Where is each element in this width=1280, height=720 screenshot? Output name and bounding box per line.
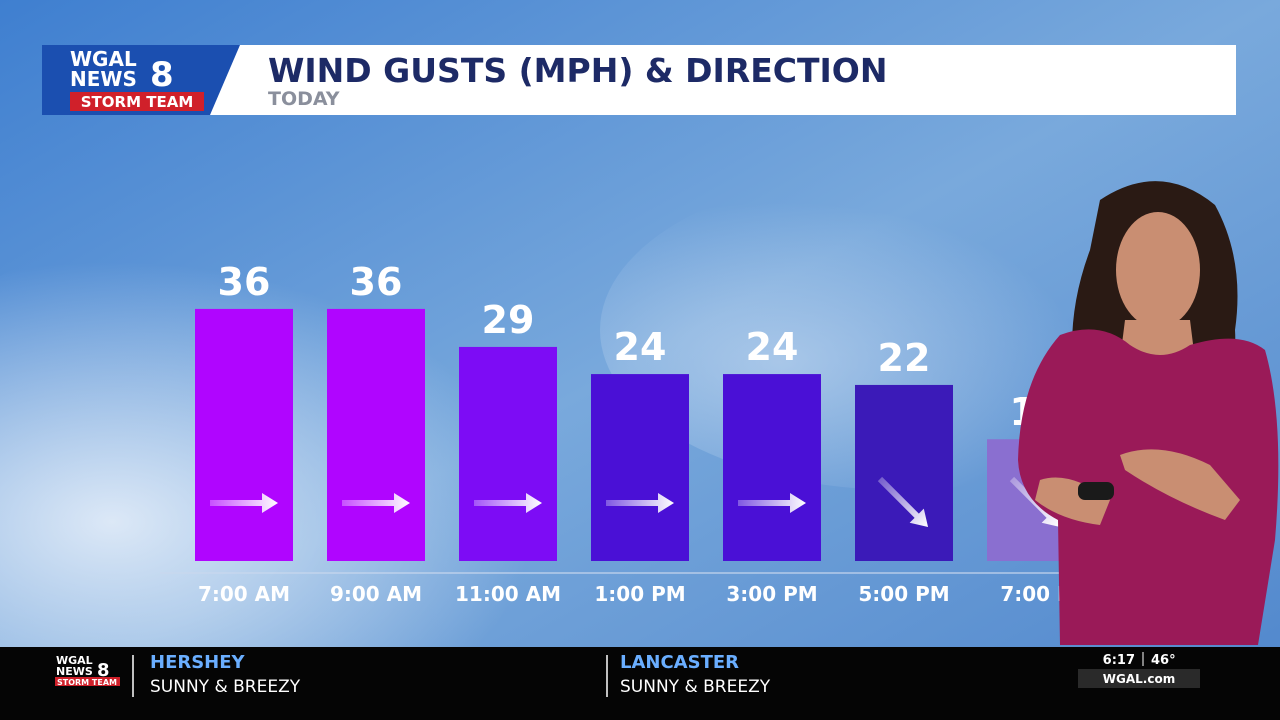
logo-text: WGAL — [70, 47, 137, 71]
logo-number: 8 — [150, 55, 174, 95]
value-label: 24 — [614, 325, 667, 369]
logo-text: NEWS — [56, 665, 93, 678]
chart: 36 7:00 AM 36 9:00 AM 29 11:00 AM 24 1:00 PM 24 3… — [160, 260, 1085, 606]
bar — [195, 308, 293, 561]
direction-arrow — [210, 493, 278, 513]
bar-group: 24 1:00 PM — [591, 325, 689, 606]
x-tick-label: 3:00 PM — [726, 582, 817, 606]
logo: WGAL NEWS 8 STORM TEAM — [70, 47, 204, 111]
arrow-shape — [210, 493, 278, 513]
bar-group: 36 7:00 AM — [195, 260, 293, 606]
x-tick-label: 11:00 AM — [455, 582, 561, 606]
direction-arrow — [342, 493, 410, 513]
title-panel — [210, 45, 1236, 115]
bar — [327, 308, 425, 561]
bar-group: 24 3:00 PM — [723, 325, 821, 606]
website: WGAL.com — [1103, 672, 1175, 686]
value-label: 36 — [218, 260, 271, 304]
logo-text: WGAL — [56, 654, 93, 667]
direction-arrow — [606, 493, 674, 513]
city-condition: SUNNY & BREEZY — [150, 677, 301, 697]
value-label: 22 — [878, 336, 931, 380]
bar — [591, 374, 689, 561]
city-name: LANCASTER — [620, 652, 739, 673]
value-label: 29 — [482, 298, 535, 342]
ticker-logo: WGAL NEWS 8 STORM TEAM — [55, 654, 120, 687]
x-tick-label: 9:00 AM — [330, 582, 422, 606]
city-condition: SUNNY & BREEZY — [620, 677, 771, 697]
bar — [855, 384, 953, 561]
direction-arrow — [474, 493, 542, 513]
chart-subtitle: TODAY — [268, 88, 340, 110]
clock: 6:17 — [1103, 653, 1135, 668]
bar-group: 22 5:00 PM — [855, 336, 953, 606]
logo-band — [55, 677, 120, 686]
logo-number: 8 — [97, 660, 110, 681]
x-tick-label: 5:00 PM — [858, 582, 949, 606]
value-label: 36 — [350, 260, 403, 304]
logo-text: STORM TEAM — [57, 678, 117, 687]
bar-group: 29 11:00 AM — [455, 298, 561, 606]
arrow-shape — [474, 493, 542, 513]
city-name: HERSHEY — [150, 652, 246, 673]
presenter — [1018, 181, 1279, 645]
direction-arrow — [738, 493, 806, 513]
arrow-shape — [738, 493, 806, 513]
arrow-shape — [606, 493, 674, 513]
x-tick-label: 7:00 AM — [198, 582, 290, 606]
bar — [459, 346, 557, 561]
direction-arrow — [877, 476, 929, 528]
logo-band — [70, 92, 204, 111]
temperature: 46° — [1151, 653, 1176, 668]
value-label: 24 — [746, 325, 799, 369]
arrow-shape — [877, 476, 929, 528]
bar-group: 36 9:00 AM — [327, 260, 425, 606]
logo-text: NEWS — [70, 67, 137, 91]
chart-title: WIND GUSTS (MPH) & DIRECTION — [268, 51, 887, 90]
bar — [723, 374, 821, 561]
website-box — [1078, 669, 1200, 688]
logo-text: STORM TEAM — [81, 93, 194, 111]
x-tick-label: 1:00 PM — [594, 582, 685, 606]
arrow-shape — [342, 493, 410, 513]
ticker-bar — [0, 647, 1280, 720]
